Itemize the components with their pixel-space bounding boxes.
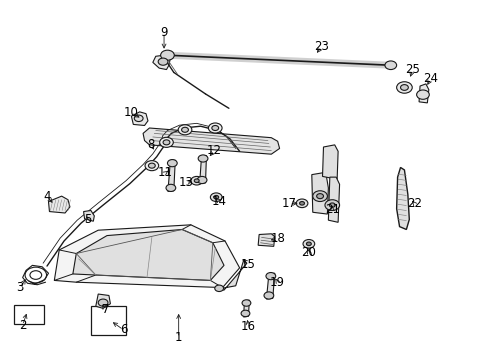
Circle shape <box>145 161 158 171</box>
Text: 21: 21 <box>324 203 339 216</box>
Circle shape <box>178 125 191 135</box>
Polygon shape <box>266 273 274 299</box>
Text: 24: 24 <box>423 72 437 85</box>
Circle shape <box>181 127 188 132</box>
Text: 9: 9 <box>160 26 167 39</box>
Circle shape <box>416 90 428 99</box>
Text: 14: 14 <box>211 195 226 208</box>
Text: 19: 19 <box>269 276 285 289</box>
Polygon shape <box>243 300 249 317</box>
Text: 16: 16 <box>241 320 255 333</box>
Circle shape <box>134 115 143 122</box>
Text: 11: 11 <box>158 166 173 179</box>
Circle shape <box>165 184 175 192</box>
Circle shape <box>296 199 307 208</box>
Text: 13: 13 <box>178 176 193 189</box>
Text: 3: 3 <box>17 281 24 294</box>
Text: 7: 7 <box>102 303 109 316</box>
Circle shape <box>306 242 311 246</box>
Circle shape <box>210 193 222 202</box>
Circle shape <box>98 299 108 306</box>
Text: 4: 4 <box>43 190 51 203</box>
Circle shape <box>211 126 218 131</box>
Circle shape <box>208 123 222 133</box>
Polygon shape <box>322 145 337 179</box>
Circle shape <box>265 273 275 280</box>
Polygon shape <box>396 167 408 229</box>
Circle shape <box>384 61 396 69</box>
Circle shape <box>190 176 202 185</box>
Text: 2: 2 <box>19 319 26 332</box>
Text: 1: 1 <box>175 331 182 344</box>
Polygon shape <box>143 128 279 154</box>
Circle shape <box>325 200 339 211</box>
Circle shape <box>264 292 273 299</box>
Bar <box>14 305 43 324</box>
Circle shape <box>241 310 249 317</box>
Polygon shape <box>96 294 110 309</box>
Circle shape <box>160 50 174 60</box>
Polygon shape <box>311 173 328 214</box>
Circle shape <box>167 159 177 167</box>
Text: 6: 6 <box>120 323 127 336</box>
Polygon shape <box>216 261 246 290</box>
Polygon shape <box>328 177 339 222</box>
Circle shape <box>213 195 218 199</box>
Polygon shape <box>48 196 70 213</box>
Polygon shape <box>167 160 175 192</box>
Polygon shape <box>83 211 94 221</box>
Polygon shape <box>54 225 239 288</box>
Polygon shape <box>258 234 274 246</box>
Text: 17: 17 <box>281 197 296 210</box>
Text: 12: 12 <box>206 144 222 157</box>
Circle shape <box>312 191 327 202</box>
Circle shape <box>214 285 223 292</box>
Text: 22: 22 <box>406 197 421 210</box>
Text: 15: 15 <box>241 258 255 271</box>
Polygon shape <box>153 55 170 69</box>
Polygon shape <box>131 112 148 126</box>
Circle shape <box>194 179 199 183</box>
Text: 25: 25 <box>405 63 419 76</box>
Circle shape <box>158 58 167 65</box>
Circle shape <box>329 203 334 207</box>
Text: 10: 10 <box>123 106 139 119</box>
Circle shape <box>159 137 173 147</box>
Circle shape <box>400 85 407 90</box>
Text: 8: 8 <box>147 138 154 151</box>
Circle shape <box>303 239 314 248</box>
Circle shape <box>299 202 304 205</box>
Text: 20: 20 <box>301 246 316 259</box>
Circle shape <box>148 163 155 168</box>
Polygon shape <box>199 156 206 184</box>
Text: 5: 5 <box>83 213 91 226</box>
Polygon shape <box>418 84 428 103</box>
Circle shape <box>316 194 323 199</box>
Polygon shape <box>73 229 224 280</box>
Text: 18: 18 <box>270 231 285 244</box>
Circle shape <box>198 155 207 162</box>
Text: 23: 23 <box>313 40 328 53</box>
Bar <box>91 306 126 335</box>
Circle shape <box>197 176 206 184</box>
Circle shape <box>396 82 411 93</box>
Circle shape <box>163 140 169 145</box>
Circle shape <box>242 300 250 306</box>
